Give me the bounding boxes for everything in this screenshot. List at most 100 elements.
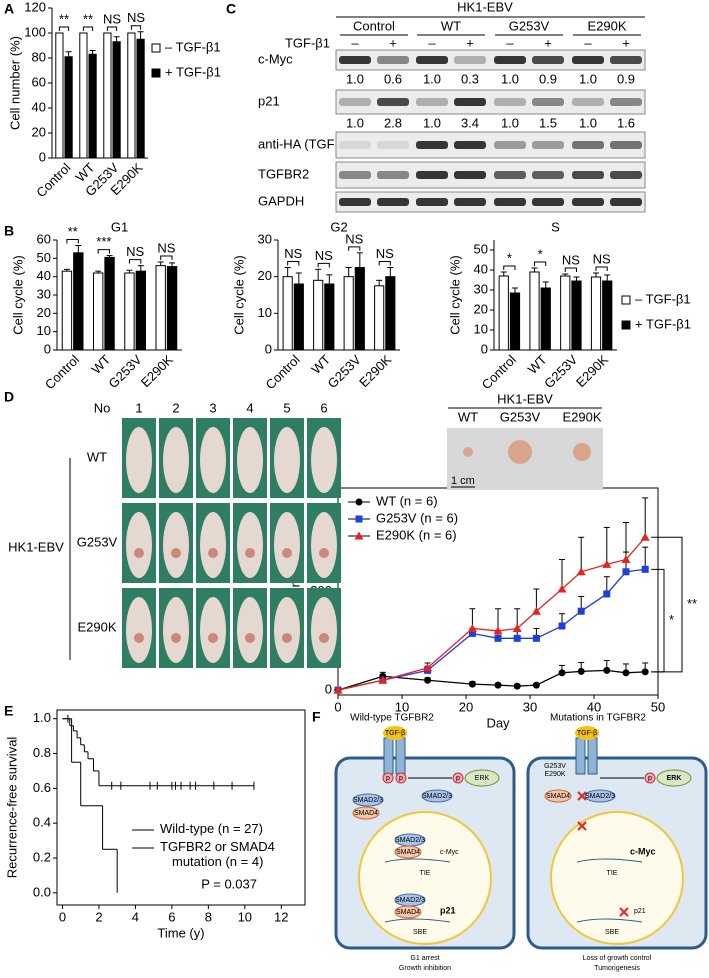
bar	[324, 283, 335, 351]
band	[377, 171, 409, 179]
band	[454, 198, 486, 206]
marker	[558, 622, 566, 630]
marker	[493, 626, 503, 635]
blot-title: HK1-EBV	[457, 0, 513, 14]
y-tick-label: 0	[325, 682, 332, 697]
bar	[282, 276, 293, 351]
y-tick-label: 40	[37, 268, 51, 283]
quantification: 1.0	[501, 71, 519, 86]
scale-label: 1 cm	[451, 475, 475, 487]
y-tick-label: 10	[474, 321, 488, 336]
band	[339, 98, 371, 106]
bar	[79, 32, 88, 159]
annotation: P = 0.037	[201, 876, 257, 891]
x-tick-label: 6	[168, 909, 175, 924]
band	[610, 56, 642, 64]
legend-swatch	[151, 68, 161, 78]
significance-label: NS	[315, 248, 333, 263]
mouse	[274, 427, 300, 493]
blot-row-label: c-Myc	[258, 51, 293, 66]
bar	[313, 279, 324, 351]
significance-label: NS	[593, 251, 611, 266]
legend-line-text: TGFBR2 or SMAD4	[160, 839, 275, 854]
significance-label: *	[538, 246, 543, 261]
block-mark	[619, 907, 629, 917]
x-tick-label: Control	[33, 160, 73, 200]
smad-label: SMAD4	[396, 849, 420, 856]
y-tick-label: 80	[32, 49, 46, 64]
marker	[467, 623, 477, 632]
bar	[293, 283, 304, 351]
significance-label: NS	[562, 252, 580, 267]
cell-line-label: HK1-EBV	[8, 539, 64, 554]
band	[494, 56, 526, 64]
tumor	[208, 633, 218, 643]
bar	[88, 53, 97, 159]
receptor	[575, 737, 586, 775]
smad-label: SMAD2/3	[422, 793, 452, 800]
blot	[335, 191, 646, 213]
bar	[374, 285, 385, 351]
smad	[394, 905, 422, 919]
inset-title: HK1-EBV	[497, 391, 553, 406]
y-tick-label: 0.0	[33, 884, 51, 899]
phospho-label: p	[386, 775, 390, 782]
mouse	[311, 597, 337, 663]
bar	[135, 270, 146, 351]
quantification: 3.4	[461, 115, 479, 130]
marker	[621, 554, 631, 563]
tumor	[463, 447, 473, 457]
x-tick-label: 8	[205, 909, 212, 924]
marker	[622, 568, 630, 576]
mouse	[237, 427, 263, 493]
element-label: TIE	[420, 870, 431, 877]
significance-label: **	[68, 224, 78, 239]
x-tick-label: 0	[334, 699, 341, 714]
mouse-number: 2	[172, 400, 179, 415]
marker	[577, 667, 585, 675]
band	[339, 56, 371, 64]
outcome: G1 arrest	[410, 955, 439, 962]
mouse-number: 4	[246, 400, 253, 415]
y-tick-label: 60	[37, 231, 51, 246]
band	[416, 171, 448, 179]
x-tick-label: 0	[59, 909, 66, 924]
treatment-level: –	[428, 35, 436, 50]
x-tick-label: 30	[523, 699, 537, 714]
significance-label: NS	[127, 10, 145, 25]
treatment-level: +	[389, 35, 397, 50]
group-label: E290K	[587, 18, 626, 33]
significance-bracket	[651, 536, 683, 673]
significance-label: NS	[345, 231, 363, 246]
y-tick-label: 0.4	[33, 815, 51, 830]
marker	[355, 498, 363, 506]
tumor	[208, 548, 218, 558]
band	[572, 56, 604, 64]
x-tick-label: 40	[587, 699, 601, 714]
bar	[93, 272, 104, 351]
quantification: 0.9	[617, 71, 635, 86]
y-tick-label: 0.2	[33, 849, 51, 864]
significance-bracket	[106, 26, 118, 31]
y-tick-label: 20	[258, 268, 272, 283]
band	[416, 141, 448, 149]
target-label: c-Myc	[630, 846, 656, 856]
bar	[509, 292, 521, 351]
marker	[603, 590, 611, 598]
significance-bracket	[160, 255, 173, 260]
mouse	[163, 427, 189, 493]
bar	[112, 41, 121, 159]
block-mark	[577, 821, 587, 831]
quantification: 1.0	[346, 115, 364, 130]
band	[610, 198, 642, 206]
y-tick-label: 40	[474, 261, 488, 276]
bar	[64, 56, 73, 159]
mouse	[237, 597, 263, 663]
mouse	[200, 427, 226, 493]
marker	[378, 675, 388, 684]
significance-label: **	[59, 11, 69, 26]
ligand-label: TGF-β	[385, 730, 405, 737]
legend-label: E290K (n = 6)	[376, 527, 457, 542]
significance-bracket	[82, 26, 94, 31]
y-tick-label: 1.0	[33, 710, 51, 725]
